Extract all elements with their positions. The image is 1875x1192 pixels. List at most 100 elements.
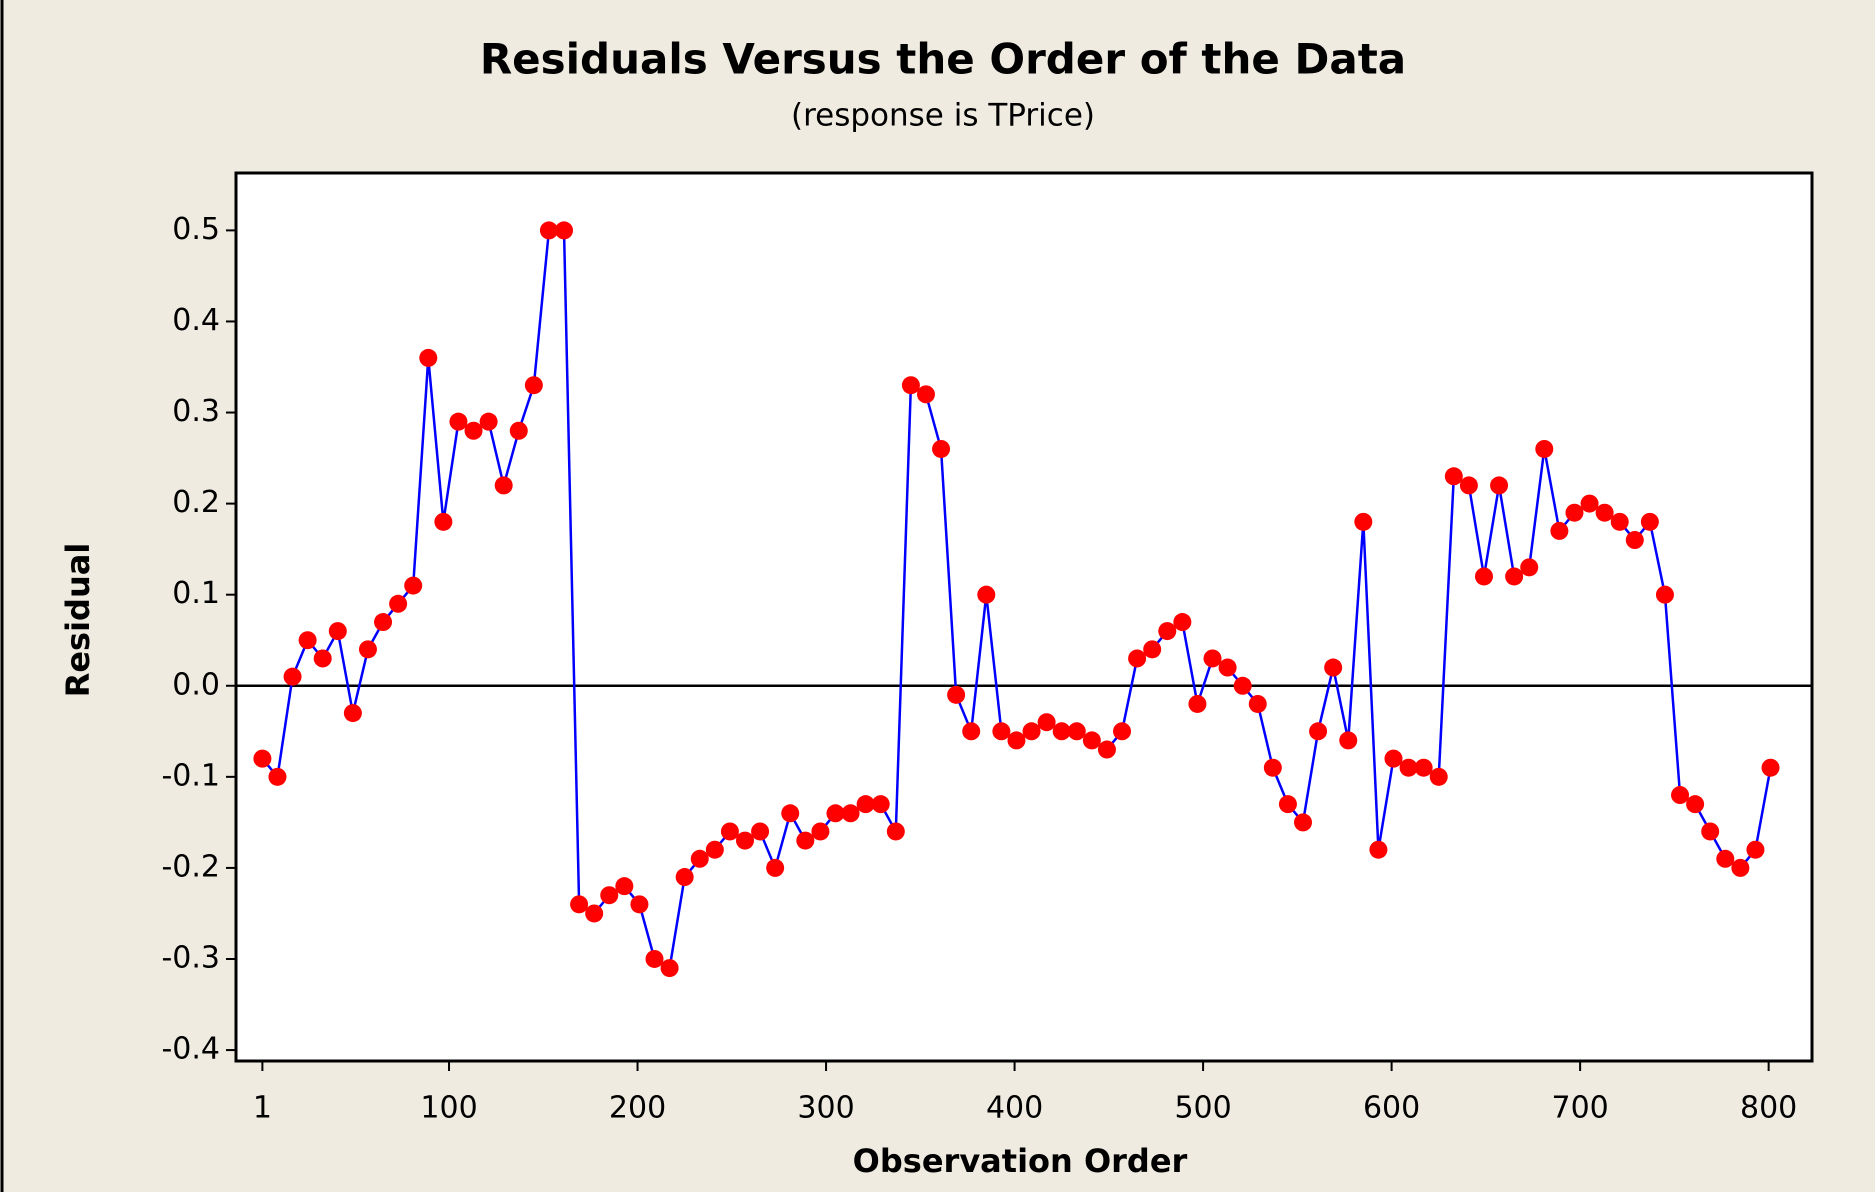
data-point (1625, 531, 1644, 550)
data-point (705, 840, 724, 859)
data-point (660, 959, 679, 978)
data-point (1248, 694, 1267, 713)
data-point (283, 667, 302, 686)
data-point (1459, 476, 1478, 495)
data-point (358, 640, 377, 659)
data-point (1701, 822, 1720, 841)
data-point (1233, 676, 1252, 695)
x-tick-label: 400 (986, 1091, 1043, 1126)
data-point (1414, 758, 1433, 777)
data-point (1082, 731, 1101, 750)
data-point (494, 476, 513, 495)
data-point (841, 804, 860, 823)
data-point (1022, 722, 1041, 741)
data-point (811, 822, 830, 841)
data-point (585, 904, 604, 923)
data-point (1037, 713, 1056, 732)
x-tick-label: 1 (253, 1091, 272, 1126)
data-point (826, 804, 845, 823)
data-point (690, 849, 709, 868)
data-point (1324, 658, 1343, 677)
y-tick-label: -0.4 (161, 1032, 220, 1067)
data-point (1113, 722, 1132, 741)
x-tick-label: 200 (609, 1091, 666, 1126)
y-tick-label: -0.1 (161, 758, 220, 793)
x-tick-label: 800 (1740, 1091, 1797, 1126)
data-point (570, 895, 589, 914)
data-point (404, 576, 423, 595)
plot-area (234, 171, 1814, 1063)
data-point (509, 421, 528, 440)
y-tick-label: -0.3 (161, 940, 220, 975)
data-point (1490, 476, 1509, 495)
data-point (1399, 758, 1418, 777)
data-point (1384, 749, 1403, 768)
data-point (901, 376, 920, 395)
data-point (539, 221, 558, 240)
data-point (1610, 512, 1629, 531)
x-tick-label: 500 (1174, 1091, 1231, 1126)
y-tick-label: -0.2 (161, 849, 220, 884)
data-point (1263, 758, 1282, 777)
data-point (1007, 731, 1026, 750)
data-point (1535, 439, 1554, 458)
data-point (268, 767, 287, 786)
data-point (253, 749, 272, 768)
data-point (1655, 585, 1674, 604)
data-point (419, 348, 438, 367)
data-point (1686, 795, 1705, 814)
data-point (1595, 503, 1614, 522)
y-tick-label: 0.0 (172, 667, 220, 702)
data-point (1671, 786, 1690, 805)
data-point (781, 804, 800, 823)
data-point (298, 631, 317, 650)
x-tick-label: 300 (797, 1091, 854, 1126)
data-point (343, 704, 362, 723)
data-point (766, 858, 785, 877)
data-point (1052, 722, 1071, 741)
data-point (947, 685, 966, 704)
data-point (1218, 658, 1237, 677)
data-point (916, 385, 935, 404)
data-point (600, 886, 619, 905)
data-point (992, 722, 1011, 741)
data-point (1520, 558, 1539, 577)
data-point (1474, 567, 1493, 586)
data-point (1731, 858, 1750, 877)
data-point (1158, 622, 1177, 641)
data-point (1761, 758, 1780, 777)
data-point (1067, 722, 1086, 741)
data-point (751, 822, 770, 841)
data-point (374, 613, 393, 632)
y-tick-label: 0.5 (172, 212, 220, 247)
data-point (1278, 795, 1297, 814)
data-point (1429, 767, 1448, 786)
x-tick-label: 700 (1551, 1091, 1608, 1126)
data-point (524, 376, 543, 395)
data-point (630, 895, 649, 914)
data-point (1173, 613, 1192, 632)
data-point (1505, 567, 1524, 586)
data-point (1640, 512, 1659, 531)
y-tick-label: 0.3 (172, 394, 220, 429)
data-point (1746, 840, 1765, 859)
data-point (1128, 649, 1147, 668)
data-point (886, 822, 905, 841)
data-point (796, 831, 815, 850)
data-point (615, 877, 634, 896)
data-point (1097, 740, 1116, 759)
data-point (1716, 849, 1735, 868)
data-point (1143, 640, 1162, 659)
data-point (932, 439, 951, 458)
data-point (1369, 840, 1388, 859)
data-point (449, 412, 468, 431)
chart-subtitle: (response is TPrice) (791, 98, 1095, 134)
data-point (434, 512, 453, 531)
x-tick-label: 100 (420, 1091, 477, 1126)
data-point (389, 594, 408, 613)
x-tick-label: 600 (1363, 1091, 1420, 1126)
data-point (977, 585, 996, 604)
y-tick-label: 0.4 (172, 303, 220, 338)
